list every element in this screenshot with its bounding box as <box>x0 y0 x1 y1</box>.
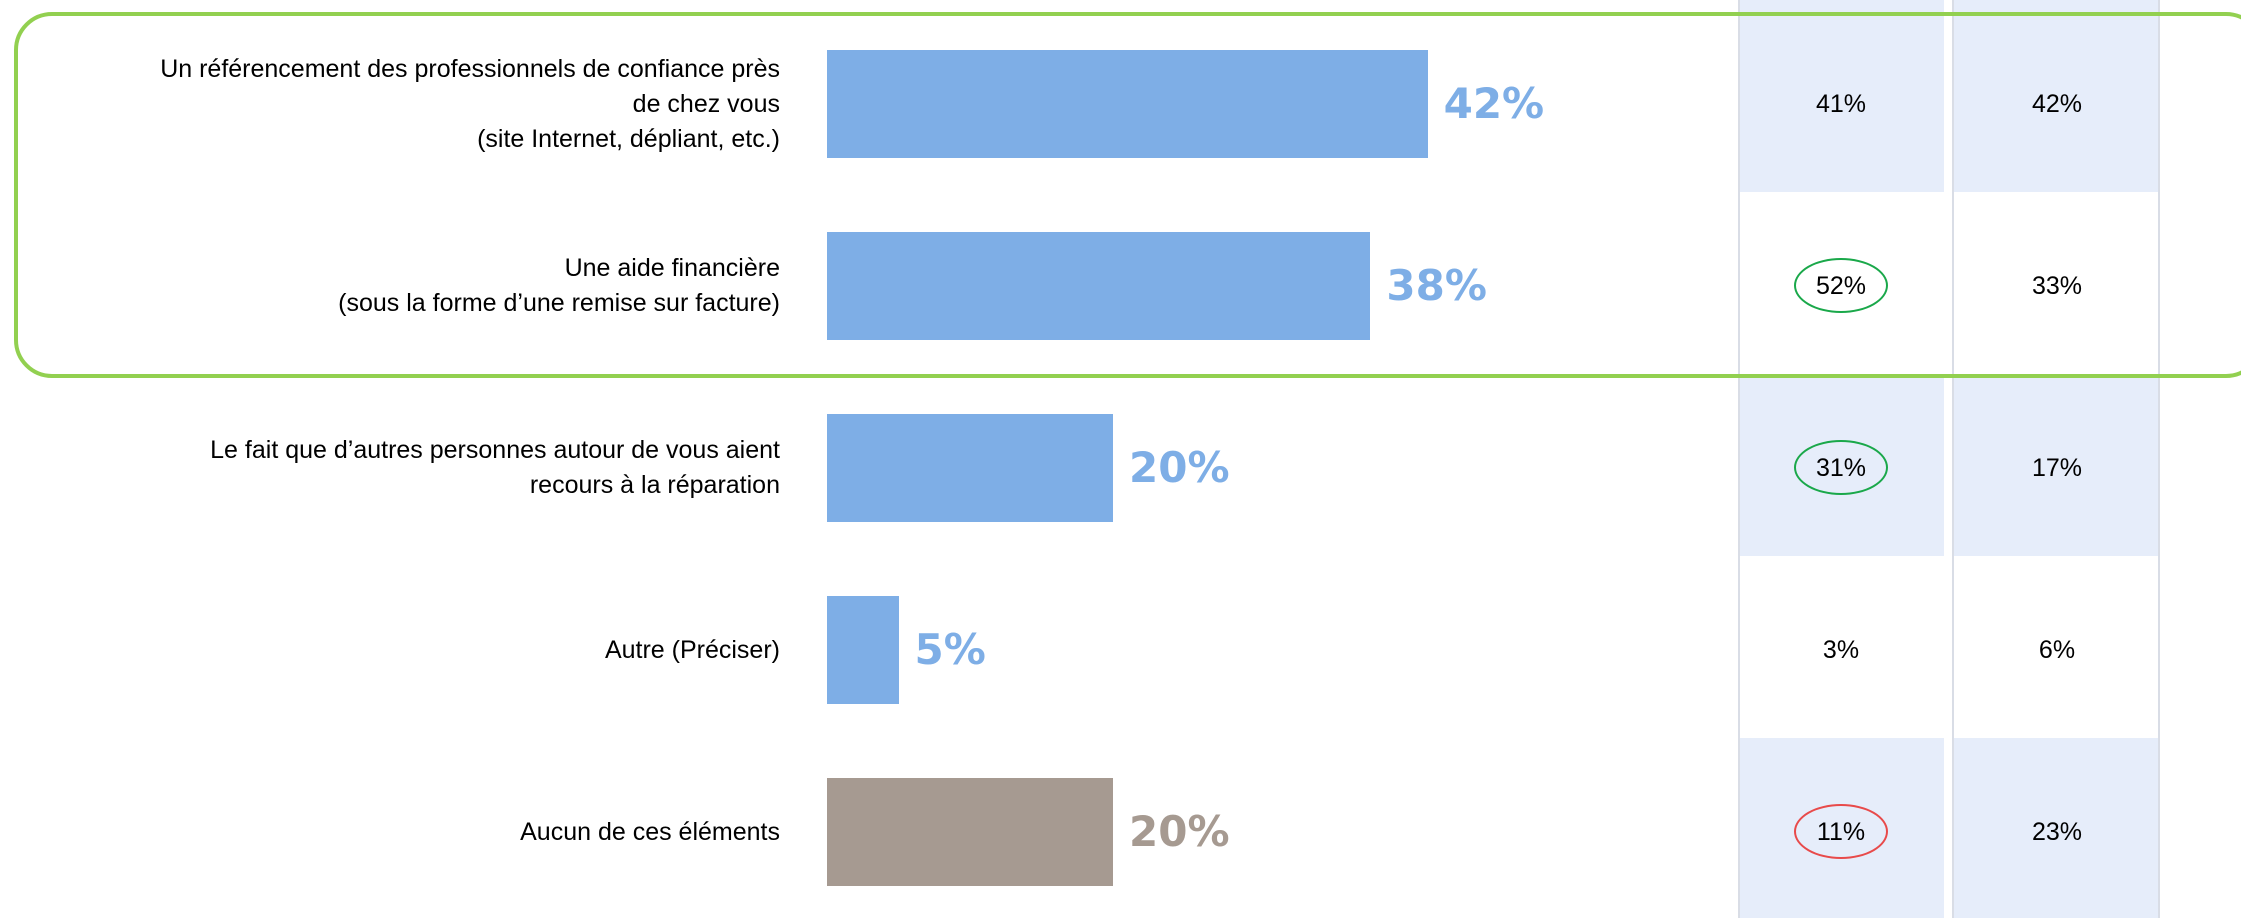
table-cell: 3% <box>1822 636 1860 664</box>
category-label-line: de chez vous <box>632 89 780 118</box>
table-shade <box>1954 0 2160 192</box>
table-cell: 6% <box>2038 636 2076 664</box>
category-label: Autre (Préciser) <box>0 575 780 725</box>
table-shade <box>1954 374 2160 556</box>
table-cell: 42% <box>2031 90 2083 118</box>
category-label-line: (sous la forme d’une remise sur facture) <box>338 289 780 317</box>
bar-value-label: 20% <box>1129 443 1230 492</box>
bar <box>827 50 1428 158</box>
category-label-line: Autre (Préciser) <box>604 635 780 664</box>
highlight-ring <box>1794 440 1888 495</box>
table-cell: 33% <box>2031 272 2083 300</box>
category-label: Un référencement des professionnels de c… <box>0 29 780 179</box>
category-label: Aucun de ces éléments <box>0 757 780 907</box>
category-label: Une aide financière (sous la forme d’une … <box>0 211 780 361</box>
highlight-frame <box>14 12 2241 378</box>
table-divider <box>1952 0 1954 918</box>
table-divider <box>1738 0 1740 918</box>
category-label-line: Le fait que d’autres personnes autour de… <box>210 436 780 464</box>
bar <box>827 232 1371 340</box>
highlight-ring <box>1794 258 1888 313</box>
bar-value-label: 42% <box>1443 79 1545 128</box>
bar <box>827 778 1113 886</box>
category-label-line: recours à la réparation <box>529 471 780 499</box>
category-label-line: Un référencement des professionnels de c… <box>160 54 780 83</box>
bar-value-label: 20% <box>1129 807 1230 856</box>
table-divider <box>2158 0 2160 918</box>
table-shade <box>1738 0 1944 192</box>
table-cell: 41% <box>1815 90 1867 118</box>
bar-value-label: 5% <box>914 625 986 674</box>
bar-value-label: 38% <box>1386 261 1487 310</box>
category-label-line: Aucun de ces éléments <box>520 817 780 846</box>
bar <box>827 596 899 704</box>
table-cell: 23% <box>2031 818 2083 846</box>
category-label: Le fait que d’autres personnes autour de… <box>0 393 780 543</box>
table-cell: 17% <box>2031 454 2083 482</box>
table-shade <box>1954 738 2160 918</box>
highlight-ring <box>1794 804 1888 859</box>
category-label-line: (site Internet, dépliant, etc.) <box>477 124 780 153</box>
bar <box>827 414 1113 522</box>
category-label-line: Une aide financière <box>564 254 780 282</box>
